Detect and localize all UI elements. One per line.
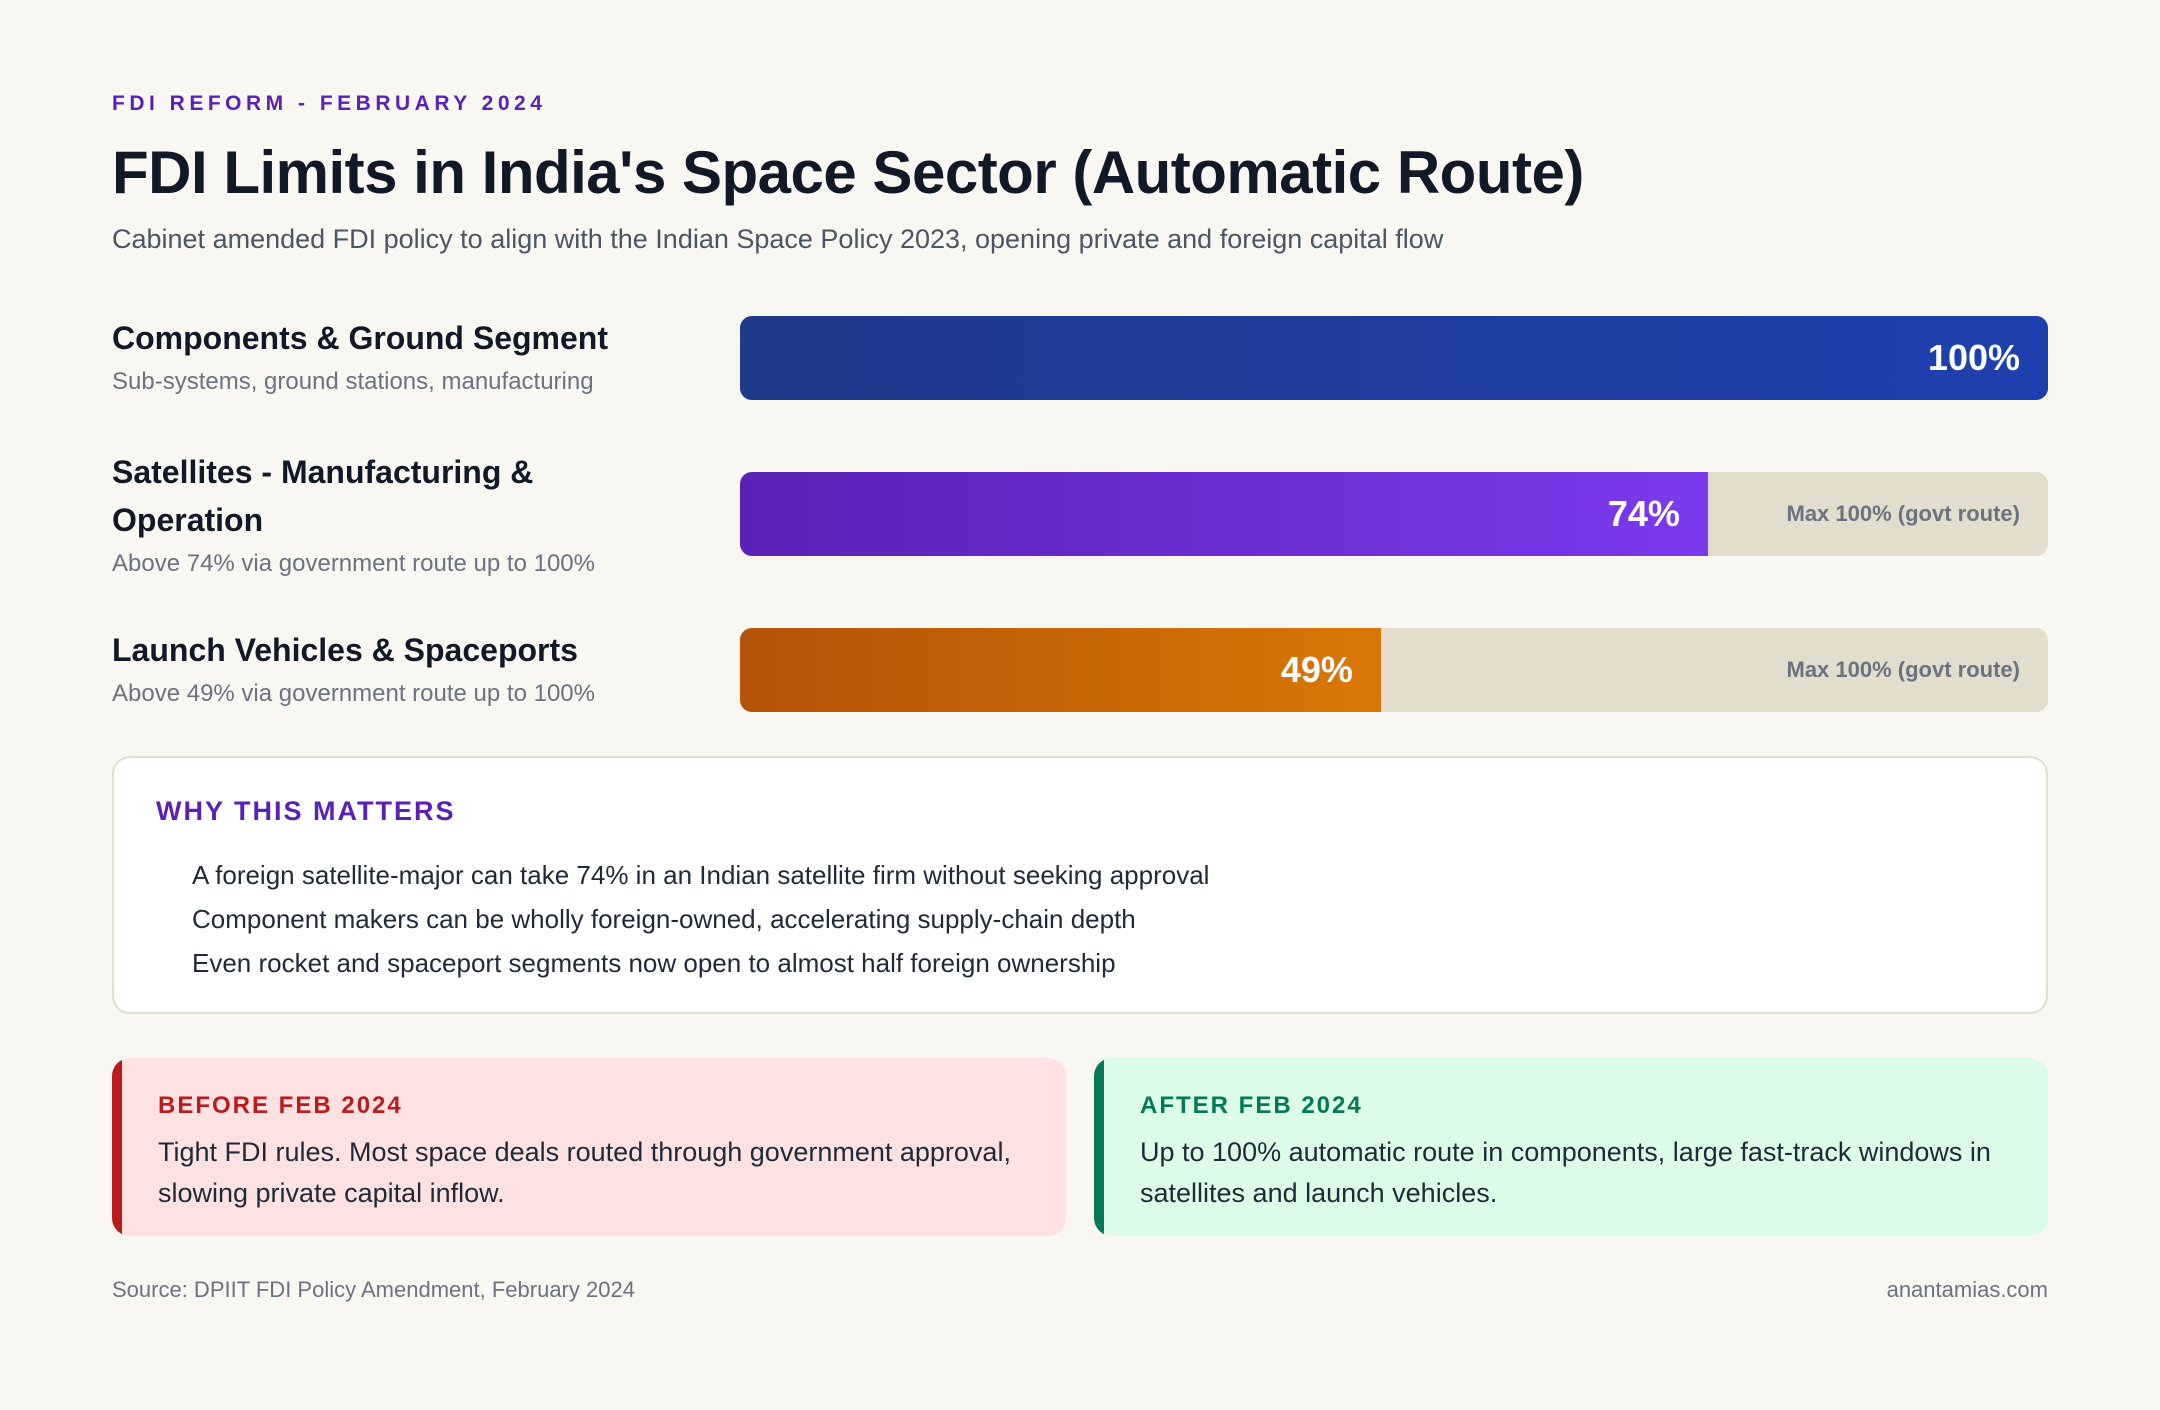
after-title: AFTER FEB 2024 (1140, 1092, 1363, 1119)
bar-category-label: Launch Vehicles & Spaceports (112, 632, 578, 668)
before-title: BEFORE FEB 2024 (158, 1092, 403, 1119)
bar-track: Max 100% (govt route) 74% (740, 472, 2048, 556)
after-text: Up to 100% automatic route in components… (1140, 1137, 1991, 1208)
list-item: Component makers can be wholly foreign-o… (192, 904, 1136, 934)
bar-label-block: Launch Vehicles & Spaceports Above 49% v… (112, 626, 672, 708)
bar-value-label: 49% (1280, 649, 1353, 690)
source-note: Source: DPIIT FDI Policy Amendment, Febr… (112, 1277, 635, 1302)
why-list: A foreign satellite-major can take 74% i… (156, 853, 2004, 985)
bar-fill: 74% (740, 472, 1708, 556)
list-item: Even rocket and spaceport segments now o… (192, 948, 1116, 978)
before-text: Tight FDI rules. Most space deals routed… (158, 1137, 1011, 1208)
bar-value-label: 74% (1607, 493, 1680, 534)
eyebrow: FDI REFORM - FEBRUARY 2024 (112, 92, 547, 115)
bar-row-components: Components & Ground Segment Sub-systems,… (112, 316, 2048, 400)
bar-label-block: Satellites - Manufacturing & Operation A… (112, 448, 632, 578)
after-card: AFTER FEB 2024 Up to 100% automatic rout… (1094, 1058, 2048, 1236)
bar-fill: 100% (740, 316, 2048, 400)
bar-row-satellites: Satellites - Manufacturing & Operation A… (112, 454, 2048, 577)
bar-track: Max 100% (govt route) 49% (740, 628, 2048, 712)
bar-description: Above 74% via government route up to 100… (112, 550, 595, 577)
why-title: WHY THIS MATTERS (156, 796, 456, 826)
bar-max-note: Max 100% (govt route) (1786, 501, 2021, 526)
bar-label-block: Components & Ground Segment Sub-systems,… (112, 314, 672, 396)
bar-track: 100% (740, 316, 2048, 400)
page-subtitle: Cabinet amended FDI policy to align with… (112, 224, 1444, 254)
bar-description: Above 49% via government route up to 100… (112, 680, 595, 707)
page-title: FDI Limits in India's Space Sector (Auto… (112, 139, 1584, 206)
bar-category-label: Components & Ground Segment (112, 320, 608, 356)
bar-fill: 49% (740, 628, 1381, 712)
site-credit: anantamias.com (1886, 1277, 2048, 1302)
bar-max-note: Max 100% (govt route) (1786, 657, 2021, 682)
list-item: A foreign satellite-major can take 74% i… (192, 860, 1210, 890)
why-this-matters-card: WHY THIS MATTERS A foreign satellite-maj… (112, 756, 2048, 1014)
bar-row-launch: Launch Vehicles & Spaceports Above 49% v… (112, 628, 2048, 712)
bar-description: Sub-systems, ground stations, manufactur… (112, 368, 594, 395)
bar-value-label: 100% (1927, 337, 2020, 378)
before-card: BEFORE FEB 2024 Tight FDI rules. Most sp… (112, 1058, 1066, 1236)
bar-category-label: Satellites - Manufacturing & Operation (112, 454, 534, 538)
